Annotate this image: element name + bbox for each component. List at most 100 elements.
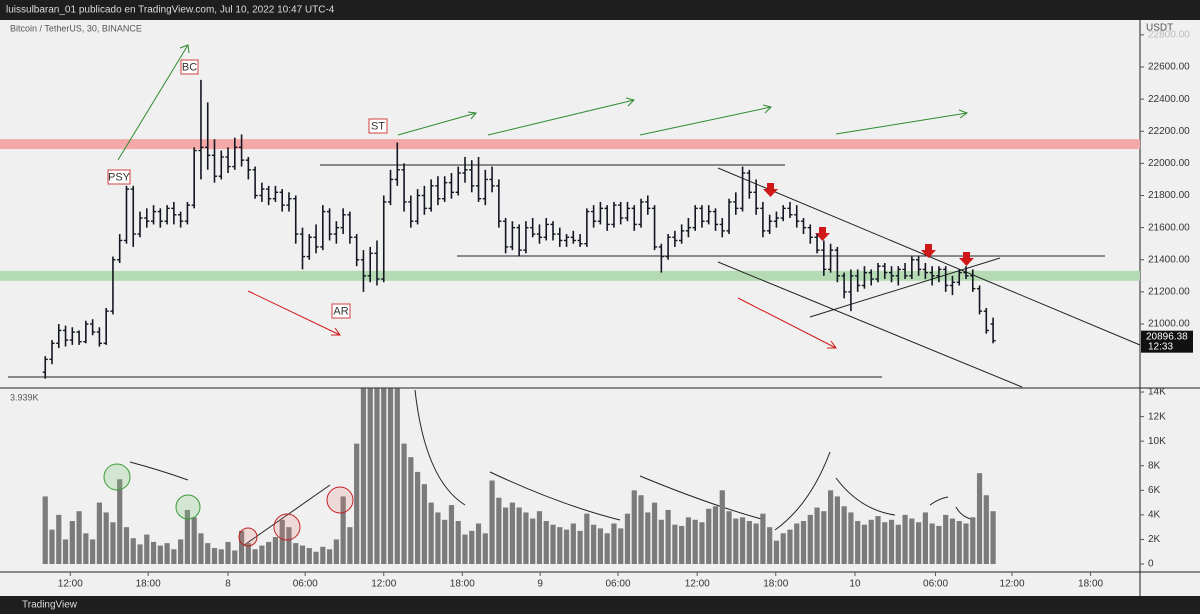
brand: TradingView (22, 600, 78, 611)
y-tick-label: 2K (1148, 534, 1161, 545)
volume-bar (848, 512, 854, 565)
volume-bar (503, 507, 509, 565)
volume-bar (225, 541, 231, 565)
volume-bar (523, 512, 529, 565)
annotation: ST (371, 120, 385, 132)
volume-bar (394, 388, 400, 565)
volume-bar (509, 502, 515, 565)
volume-bar (218, 549, 224, 565)
volume-bar (367, 388, 373, 565)
last-price-box (1141, 330, 1193, 353)
x-tick-label: 06:00 (293, 579, 318, 590)
volume-bar (475, 523, 482, 565)
volume-bar (340, 496, 346, 565)
volume-bar (408, 457, 414, 565)
volume-bar (266, 541, 272, 565)
annotation-box (107, 169, 131, 185)
y-tick-label: 4K (1148, 510, 1161, 521)
x-tick-label: 8 (225, 579, 231, 590)
marks: 21000.00 21200.00 21400.00 21600.00 21800.00… (42, 29, 1193, 590)
volume-bar (123, 527, 130, 565)
annotation-box (331, 303, 351, 319)
volume-bar (949, 518, 956, 565)
volume-bar (360, 388, 367, 565)
volume-bar (130, 538, 136, 565)
volume-bar (624, 513, 631, 565)
volume-bar (827, 490, 834, 565)
volume-circles (103, 463, 354, 547)
volume-bar (272, 536, 279, 565)
volume-bar (238, 530, 245, 565)
volume-bar (976, 473, 983, 565)
x-tick-label: 10 (849, 579, 861, 590)
volume-bar (916, 522, 922, 565)
volume-bar (286, 527, 292, 565)
volume-bar (232, 550, 238, 565)
x-tick-label: 12:00 (1000, 579, 1025, 590)
volume-bar (591, 524, 597, 565)
curve (414, 389, 466, 506)
x-tick-label: 18:00 (1078, 579, 1103, 590)
volume-bar (259, 545, 265, 565)
annotation: AR (333, 305, 348, 317)
annotation: BC (182, 61, 197, 73)
top-bar (0, 0, 1200, 20)
publisher: luissulbaran_01 publicado en TradingView… (6, 5, 335, 16)
curve (929, 496, 949, 506)
volume-bar (536, 511, 543, 565)
x-tick-label: 06:00 (923, 579, 948, 590)
volume-bar (144, 534, 150, 565)
volume-bar (374, 388, 380, 565)
volume-bar (178, 539, 184, 565)
volume-bar (83, 533, 89, 565)
volume-bar (482, 533, 488, 565)
volume-bar (103, 512, 109, 565)
volume-bar (787, 529, 793, 565)
volume-bar (577, 530, 583, 565)
volume-bar (780, 533, 786, 565)
x-tick-label: 18:00 (450, 579, 475, 590)
volume-bar (712, 506, 719, 565)
arrow (487, 97, 635, 136)
volume-bar (963, 523, 969, 565)
volume-bar (198, 533, 204, 565)
x-tick-label: 18:00 (136, 579, 161, 590)
volume-bar (929, 523, 935, 565)
volume-bar (631, 490, 637, 565)
volume-bar (875, 516, 881, 565)
zone (0, 139, 1140, 150)
volume-bar (62, 539, 69, 565)
y-tick-label: 22000.00 (1148, 158, 1190, 169)
arrow (639, 104, 772, 136)
last-price: 20896.38 (1146, 331, 1188, 342)
volume-bar (415, 471, 421, 565)
y-tick-label: 0 (1148, 559, 1154, 570)
volume-bar (137, 544, 143, 565)
down-marker (921, 244, 936, 258)
y-tick-label: 14K (1148, 387, 1166, 398)
volume-bar (49, 529, 55, 565)
volume-bar (679, 525, 685, 565)
volume-bar (855, 521, 861, 565)
volume-bar (157, 545, 163, 565)
volume-bar (597, 528, 604, 565)
green-arrows (117, 44, 969, 161)
volume-bar (570, 523, 576, 565)
volume-bar (651, 502, 658, 565)
circle (326, 486, 354, 514)
volume-bar (753, 523, 759, 565)
volume-bar (448, 505, 455, 565)
volume-bar (42, 496, 48, 565)
volume-bar (807, 514, 813, 565)
volume-bar (760, 513, 766, 565)
volume-bar (604, 533, 610, 565)
volume-bar (983, 495, 989, 565)
volume-bar (895, 524, 901, 565)
y-tick-label: 22400.00 (1148, 94, 1190, 105)
arrow (737, 297, 837, 349)
y-tick-label: 22800.00 (1148, 29, 1190, 40)
down-marker (959, 252, 974, 266)
trend-line (717, 261, 1023, 388)
volume-bar (469, 530, 475, 565)
